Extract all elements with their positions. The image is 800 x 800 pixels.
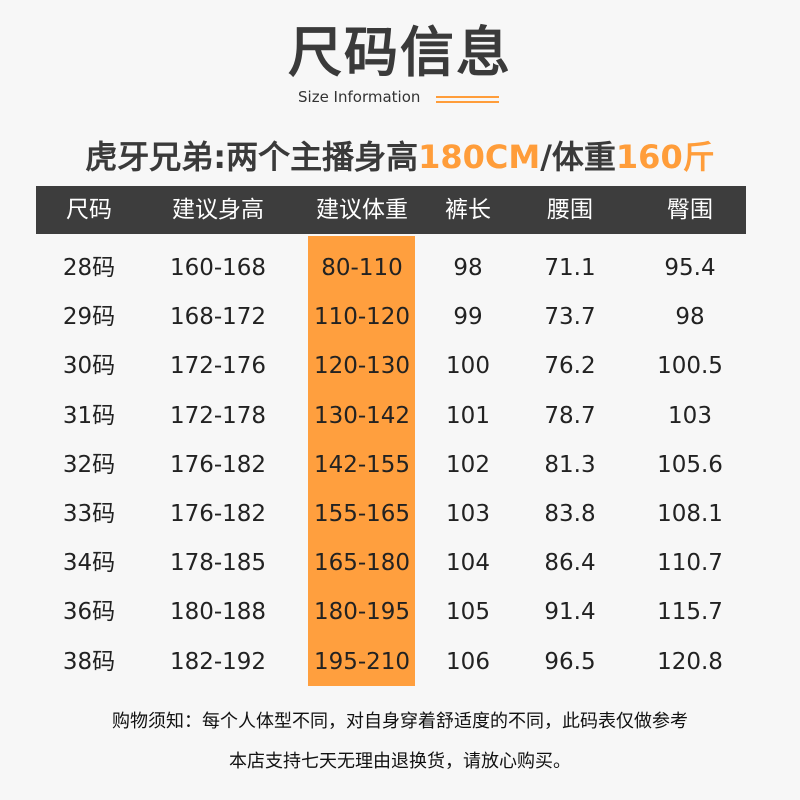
column-header: 建议身高 (172, 197, 264, 223)
table-cell: 104 (446, 550, 490, 577)
table-cell: 95.4 (664, 255, 716, 281)
table-cell: 78.7 (544, 402, 596, 429)
table-cell: 176-182 (169, 501, 267, 527)
table-cell: 130-142 (313, 402, 411, 429)
table-row: 36码 180-188 180-195 105 91.4 115.7 (0, 588, 800, 637)
table-cell: 108.1 (657, 501, 723, 527)
headline-height: 180CM (418, 138, 541, 176)
table-cell: 99 (453, 304, 483, 331)
table-cell: 168-172 (169, 304, 267, 331)
table-cell: 176-182 (169, 451, 267, 478)
table-cell: 115.7 (657, 599, 723, 626)
table-cell: 110-120 (313, 304, 411, 331)
table-cell: 103 (668, 402, 712, 429)
table-cell: 91.4 (544, 599, 596, 626)
table-cell: 28码 (62, 255, 116, 281)
table-cell: 30码 (62, 353, 116, 380)
table-cell: 86.4 (544, 550, 596, 577)
column-header: 臀围 (667, 197, 713, 223)
table-cell: 105 (446, 599, 490, 626)
table-cell: 96.5 (544, 648, 596, 675)
page-title: 尺码信息 (288, 21, 512, 84)
column-header: 腰围 (547, 197, 593, 223)
table-cell: 120-130 (313, 353, 411, 380)
table-cell: 180-195 (313, 599, 411, 626)
table-cell: 98 (453, 255, 483, 281)
table-cell: 195-210 (313, 648, 411, 675)
column-header: 建议体重 (316, 197, 408, 223)
table-row: 33码 176-182 155-165 103 83.8 108.1 (0, 490, 800, 539)
table-cell: 38码 (62, 648, 116, 675)
table-cell: 103 (446, 501, 490, 527)
table-cell: 29码 (62, 304, 116, 331)
table-cell: 155-165 (313, 501, 411, 527)
note-line-2: 本店支持七天无理由退换货，请放心购买。 (229, 751, 571, 772)
table-cell: 172-178 (169, 402, 267, 429)
table-cell: 105.6 (657, 451, 723, 478)
table-cell: 160-168 (169, 255, 267, 281)
table-cell: 76.2 (544, 353, 596, 380)
table-cell: 110.7 (657, 550, 723, 577)
table-cell: 33码 (62, 501, 116, 527)
table-cell: 142-155 (313, 451, 411, 478)
table-cell: 81.3 (544, 451, 596, 478)
table-row: 29码 168-172 110-120 99 73.7 98 (0, 293, 800, 342)
table-cell: 36码 (62, 599, 116, 626)
table-header: 尺码 建议身高 建议体重 裤长 腰围 臀围 (36, 186, 746, 234)
table-cell: 106 (446, 648, 490, 675)
headline-prefix: 虎牙兄弟:两个主播身高 (85, 138, 419, 176)
column-header: 裤长 (445, 197, 491, 223)
headline: 虎牙兄弟:两个主播身高180CM/体重160斤 (0, 138, 800, 176)
table-cell: 71.1 (544, 255, 596, 281)
table-cell: 165-180 (313, 550, 411, 577)
table-row: 28码 160-168 80-110 98 71.1 95.4 (0, 244, 800, 293)
table-row: 32码 176-182 142-155 102 81.3 105.6 (0, 441, 800, 490)
table-cell: 100.5 (657, 353, 723, 380)
subtitle: Size Information (298, 88, 421, 106)
table-cell: 178-185 (169, 550, 267, 577)
table-cell: 182-192 (169, 648, 267, 675)
table-cell: 180-188 (169, 599, 267, 626)
table-cell: 83.8 (544, 501, 596, 527)
table-cell: 32码 (62, 451, 116, 478)
table-cell: 80-110 (321, 255, 403, 281)
table-cell: 101 (446, 402, 490, 429)
table-row: 30码 172-176 120-130 100 76.2 100.5 (0, 342, 800, 391)
headline-mid: /体重 (540, 138, 616, 176)
table-cell: 172-176 (169, 353, 267, 380)
table-cell: 34码 (62, 550, 116, 577)
table-row: 34码 178-185 165-180 104 86.4 110.7 (0, 539, 800, 588)
table-cell: 98 (675, 304, 705, 331)
table-row: 38码 182-192 195-210 106 96.5 120.8 (0, 638, 800, 687)
table-cell: 100 (446, 353, 490, 380)
decorative-lines (436, 96, 499, 106)
headline-weight: 160斤 (615, 138, 715, 176)
table-cell: 120.8 (657, 648, 723, 675)
table-cell: 102 (446, 451, 490, 478)
column-header: 尺码 (66, 197, 112, 223)
weight-column-highlight (308, 236, 415, 686)
table-cell: 73.7 (544, 304, 596, 331)
note-line-1: 购物须知：每个人体型不同，对自身穿着舒适度的不同，此码表仅做参考 (112, 711, 688, 732)
table-row: 31码 172-178 130-142 101 78.7 103 (0, 392, 800, 441)
table-cell: 31码 (62, 402, 116, 429)
